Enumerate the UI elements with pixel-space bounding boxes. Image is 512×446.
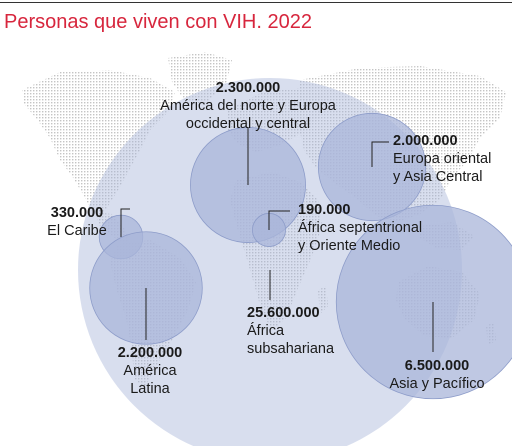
top-rule: [0, 2, 512, 3]
region-value: 2.000.000: [393, 133, 458, 149]
region-label-7: 6.500.000 Asia y Pacífico: [389, 357, 484, 393]
bubble-7: [335, 204, 512, 400]
region-name: América del norte y Europa: [160, 98, 336, 114]
region-name: y Oriente Medio: [298, 238, 401, 254]
region-label-2: 2.000.000 Europa oriental y Asia Central: [393, 132, 491, 186]
region-value: 6.500.000: [404, 358, 470, 374]
region-name: El Caribe: [47, 223, 107, 239]
region-label-6: 2.200.000 América Latina: [118, 344, 183, 398]
leader-line-2: [371, 141, 389, 167]
region-value: 190.000: [298, 202, 351, 218]
region-label-5: 25.600.000 África subsahariana: [247, 304, 334, 358]
region-name: África: [247, 323, 285, 339]
region-value: 330.000: [50, 205, 104, 221]
region-name: Asia y Pacífico: [389, 376, 485, 392]
region-label-4: 190.000 África septentrional y Oriente Med…: [298, 201, 422, 255]
region-name: América: [123, 363, 177, 379]
leader-line-3: [120, 208, 130, 237]
region-name: Europa oriental: [393, 151, 492, 167]
region-name: occidental y central: [185, 116, 311, 132]
region-name: y Asia Central: [393, 169, 483, 185]
region-name: África septentrional: [298, 220, 423, 236]
chart-title: Personas que viven con VIH. 2022: [4, 11, 312, 33]
region-value: 25.600.000: [247, 305, 320, 321]
region-name: Latina: [130, 381, 170, 397]
region-label-3: 330.000 El Caribe: [47, 204, 107, 240]
leader-line-4: [268, 210, 290, 230]
region-value: 2.300.000: [215, 80, 281, 96]
region-label-1: 2.300.000 América del norte y Europa occid…: [160, 79, 336, 133]
region-value: 2.200.000: [117, 345, 183, 361]
region-name: subsahariana: [247, 341, 335, 357]
